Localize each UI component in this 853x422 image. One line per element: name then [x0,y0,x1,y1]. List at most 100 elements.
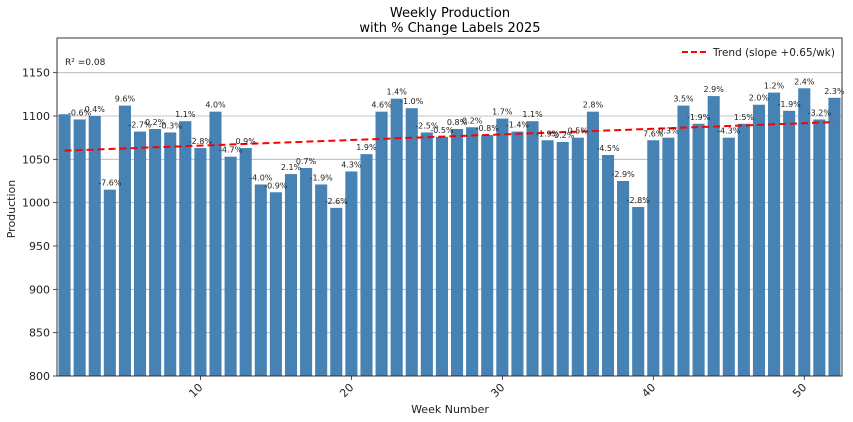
bar-week-46 [737,123,750,376]
bar-week-29 [481,135,494,376]
bar-week-32 [526,121,539,376]
y-tick-label: 1150 [22,67,50,80]
bar-week-4 [103,189,116,376]
bar-pct-label: 1.1% [522,110,543,119]
bar-week-1 [58,114,71,377]
bar-pct-label: 2.4% [794,77,815,86]
bar-pct-label: -0.2% [551,131,575,140]
bar-pct-label: 1.7% [492,108,513,117]
bar-week-5 [118,105,131,376]
bar-week-18 [315,184,328,376]
bar-pct-label: 1.9% [356,143,377,152]
bar-week-13 [239,148,252,376]
bar-week-45 [722,137,735,376]
x-tick-label: 30 [488,381,507,400]
bar-week-31 [511,131,524,376]
bar-pct-label: 0.9% [236,137,257,146]
bar-week-14 [254,184,267,376]
bar-week-30 [496,118,509,376]
bar-pct-label: 3.5% [673,95,694,104]
chart-title-line2: with % Change Labels 2025 [359,21,540,36]
bar-week-52 [828,97,841,377]
bar-week-43 [692,123,705,376]
bar-week-2 [73,119,86,376]
bar-week-6 [133,131,147,376]
bar-week-17 [300,168,313,376]
bar-week-19 [330,207,343,376]
bar-pct-label: -4.5% [596,144,620,153]
bar-week-16 [284,174,298,376]
bar-week-49 [783,110,796,377]
bar-pct-label: -0.8% [476,124,500,133]
bars [58,88,841,377]
bar-week-9 [179,121,192,376]
bar-pct-label: -0.9% [264,181,288,190]
bar-pct-label: 9.6% [115,95,136,104]
bar-week-11 [209,111,222,377]
bar-pct-label: -2.8% [627,196,651,205]
bar-week-44 [707,96,720,377]
bar-week-36 [586,111,599,377]
bar-week-27 [451,129,464,376]
bar-week-38 [617,181,630,376]
bar-week-15 [269,192,282,376]
bar-week-37 [601,155,615,376]
x-tick-label: 10 [186,381,205,400]
bar-pct-label: -2.7% [128,121,152,130]
bar-week-50 [798,88,811,377]
bar-pct-label: 2.0% [749,94,770,103]
bar-pct-label: 4.6% [371,101,392,110]
x-tick-label: 40 [639,381,658,400]
bar-pct-label: 0.8% [447,118,468,127]
bar-week-3 [88,116,101,376]
x-tick-label: 50 [790,381,809,400]
bar-pct-label: -1.4% [506,121,530,130]
bar-pct-label: 4.3% [341,160,362,169]
bar-week-25 [420,132,433,376]
bar-week-12 [224,156,237,376]
bar-week-47 [752,104,766,376]
y-tick-label: 850 [29,327,50,340]
bar-pct-label: -1.9% [687,113,711,122]
bar-week-34 [556,142,569,376]
bar-pct-label: 0.4% [85,105,106,114]
bar-pct-label: -0.6% [68,108,92,117]
bar-week-20 [345,171,358,376]
legend-trend-label: Trend (slope +0.65/wk) [712,47,835,59]
bar-pct-label: 1.1% [175,110,196,119]
bar-pct-label: -2.8% [189,137,213,146]
chart-title-line1: Weekly Production [390,6,510,21]
bar-pct-label: -4.0% [249,173,273,182]
bar-pct-label: 2.1% [281,163,302,172]
bar-week-35 [571,137,584,376]
bar-week-48 [768,92,781,376]
y-tick-label: 950 [29,240,50,253]
bar-pct-label: 2.9% [704,85,725,94]
x-axis-label: Week Number [411,403,489,416]
bar-pct-label: 0.7% [296,157,317,166]
bar-pct-label: 1.5% [734,113,755,122]
bar-week-8 [164,132,177,376]
bar-pct-label: -2.6% [325,197,349,206]
bar-week-23 [390,98,403,377]
bar-pct-label: -2.5% [415,121,439,130]
bar-pct-label: -1.9% [310,173,334,182]
y-axis-label: Production [5,180,18,239]
bar-week-7 [149,129,162,376]
bar-pct-label: -1.9% [536,129,560,138]
bar-week-41 [662,137,675,376]
bar-pct-label: 1.4% [386,88,407,97]
bar-pct-label: -3.2% [808,108,832,117]
y-tick-label: 1050 [22,153,50,166]
bar-pct-label: -2.9% [611,170,635,179]
bar-week-24 [405,108,418,376]
bar-pct-label: -1.0% [400,97,424,106]
bar-week-10 [194,148,207,376]
bar-pct-label: -4.3% [717,127,741,136]
bar-pct-label: 0.2% [145,118,166,127]
bar-pct-label: -4.7% [219,146,243,155]
x-tick-label: 20 [337,381,356,400]
r-squared-annotation: R² =0.08 [65,58,106,68]
plot-frame [56,37,843,377]
